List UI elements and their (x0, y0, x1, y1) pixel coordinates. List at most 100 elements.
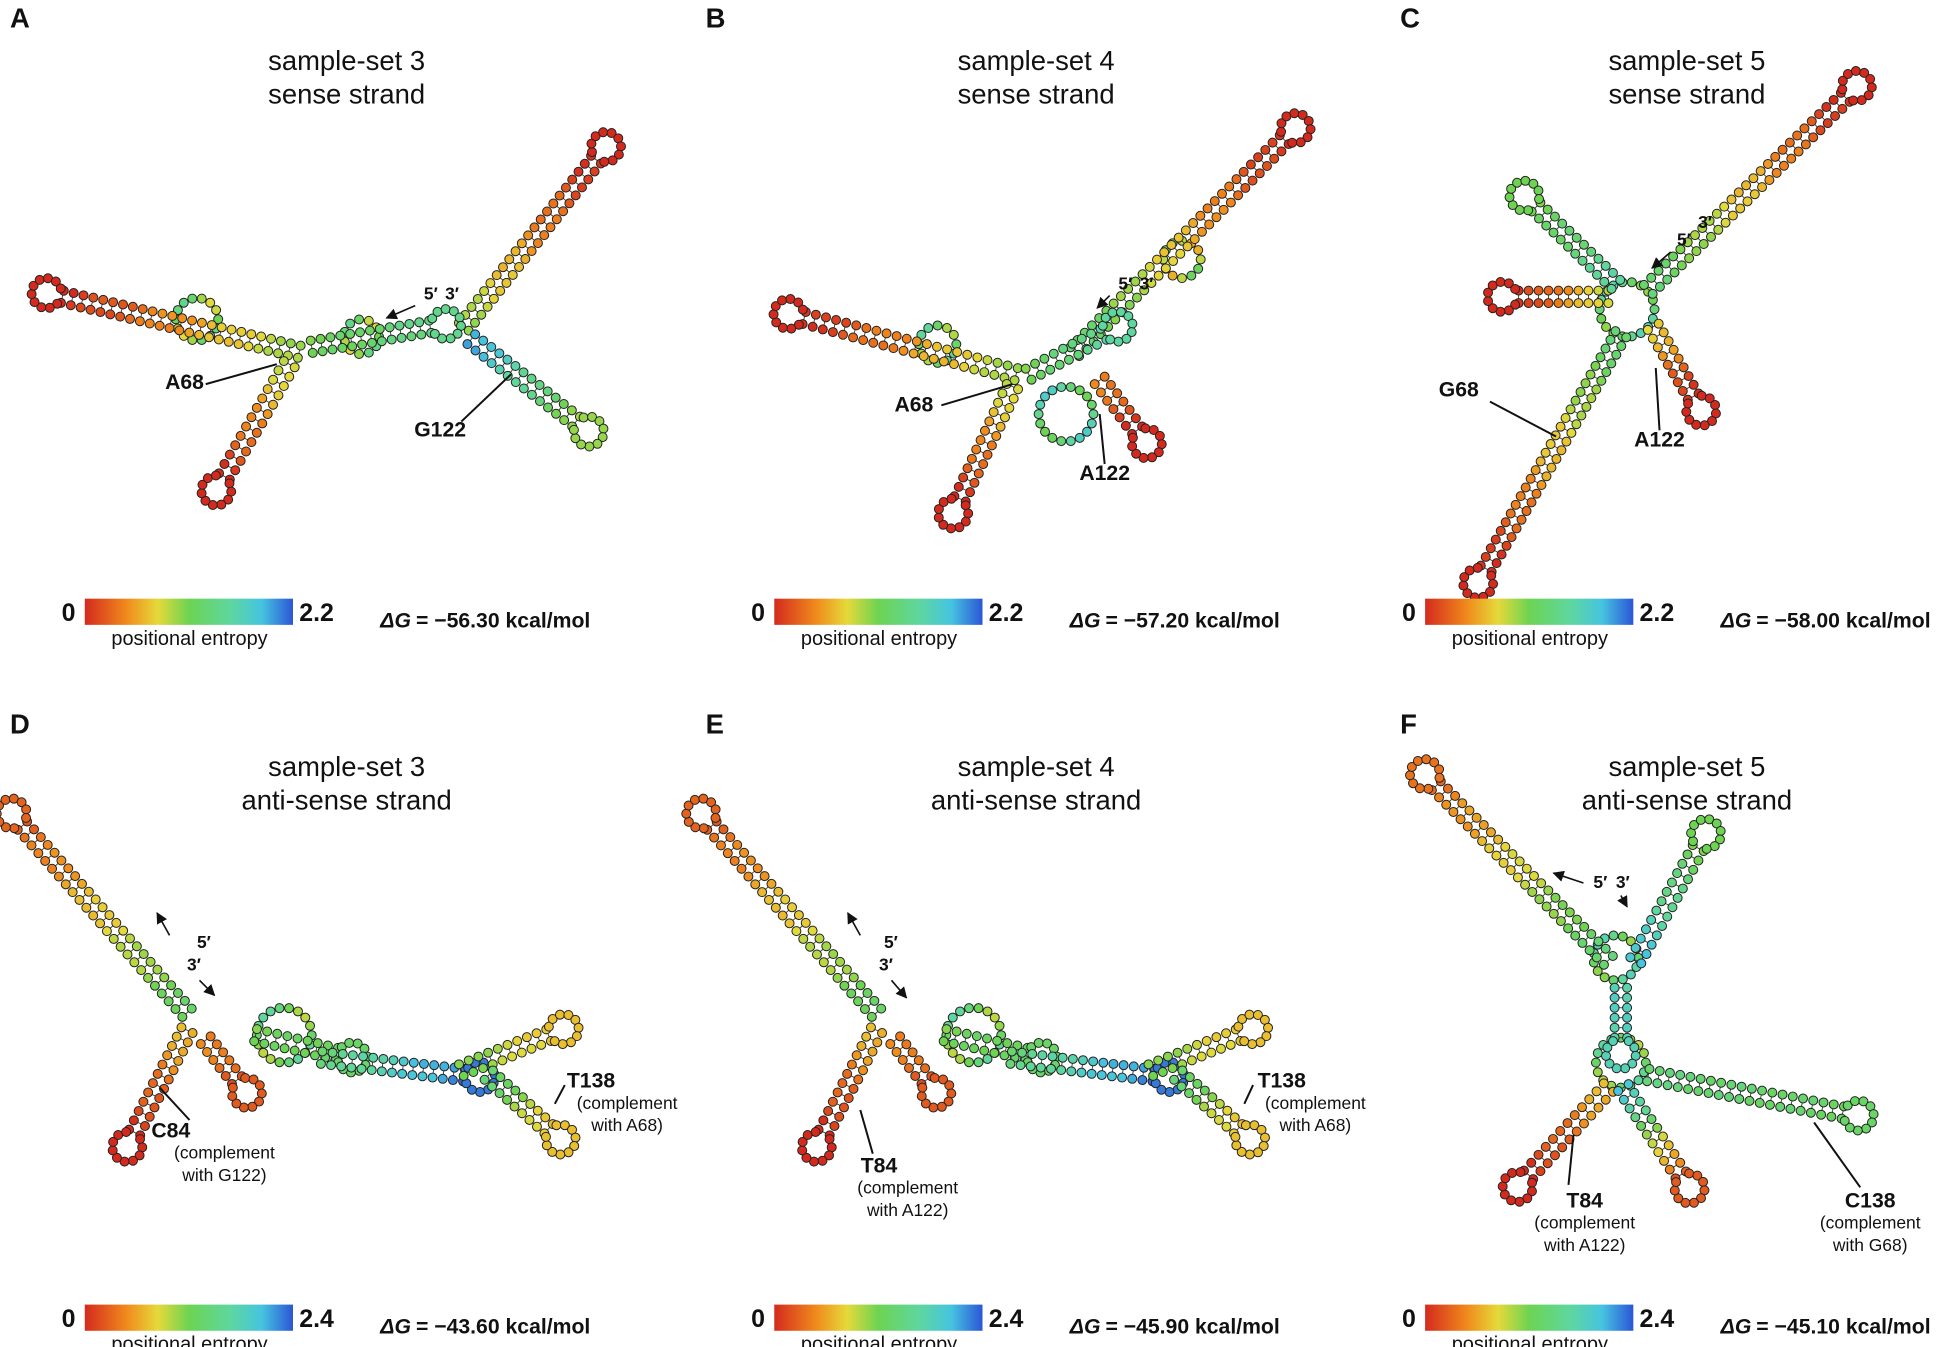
nucleotide (473, 1051, 484, 1062)
nucleotide (1849, 1096, 1860, 1107)
nucleotide (136, 965, 147, 976)
nucleotide (1156, 1084, 1167, 1095)
nucleotide (1755, 166, 1766, 177)
rna-structure (1458, 66, 1877, 603)
nucleotide (1584, 262, 1595, 273)
nucleotide (991, 431, 1002, 442)
nucleotide (745, 855, 756, 866)
nucleotide (549, 1036, 560, 1047)
nucleotide (1641, 949, 1652, 960)
nucleotide (1240, 182, 1251, 193)
annotation-note: (complement (174, 1143, 275, 1163)
nucleotide (354, 349, 365, 360)
nucleotide (1503, 278, 1514, 289)
nucleotide (238, 1102, 249, 1113)
nucleotide (166, 980, 177, 991)
nucleotide (326, 1060, 337, 1071)
nucleotide (814, 933, 825, 944)
nucleotide (1096, 1070, 1107, 1081)
nucleotide (966, 453, 977, 464)
nucleotide (1667, 368, 1678, 379)
nucleotide (851, 1050, 862, 1061)
nucleotide (1540, 447, 1551, 458)
nucleotide (1512, 177, 1523, 188)
nucleotide (1734, 1093, 1745, 1104)
nucleotide (932, 320, 943, 331)
panel-title: sample-set 3 (268, 751, 425, 782)
nucleotide (1128, 1061, 1139, 1072)
nucleotide (529, 222, 540, 233)
nucleotide (1662, 911, 1673, 922)
nucleotide (406, 331, 417, 342)
nucleotide (1557, 1142, 1568, 1153)
nucleotide (1553, 285, 1564, 296)
nucleotide (992, 357, 1003, 368)
nucleotide (1616, 341, 1627, 352)
nucleotide (1289, 108, 1300, 119)
nucleotide (1598, 959, 1609, 970)
nucleotide (1688, 1197, 1699, 1208)
nucleotide (862, 1055, 873, 1066)
nucleotide (1455, 814, 1466, 825)
nucleotide (938, 519, 949, 530)
nucleotide (1844, 1122, 1855, 1133)
nucleotide (127, 301, 138, 312)
nucleotide (134, 316, 145, 327)
nucleotide (344, 1037, 355, 1048)
nucleotide (145, 956, 156, 967)
nucleotide (1647, 288, 1658, 299)
nucleotide (1858, 1096, 1869, 1107)
nucleotide (1191, 1039, 1202, 1050)
nucleotide (1247, 175, 1258, 186)
nucleotide (1623, 1036, 1634, 1047)
nucleotide (1259, 1132, 1270, 1143)
nucleotide (1657, 351, 1668, 362)
nucleotide (1575, 386, 1586, 397)
nucleotide (1471, 812, 1482, 823)
nucleotide (1642, 1076, 1653, 1087)
nucleotide (1535, 456, 1546, 467)
nucleotide (698, 823, 709, 834)
nucleotide (1030, 358, 1041, 369)
nucleotide (355, 327, 366, 338)
nucleotide (568, 424, 579, 435)
nucleotide (710, 804, 721, 815)
nucleotide (60, 879, 71, 890)
nucleotide (841, 317, 852, 328)
nucleotide (787, 902, 798, 913)
nucleotide (1808, 1095, 1819, 1106)
nucleotide (1192, 1078, 1203, 1089)
nucleotide (1115, 307, 1126, 317)
nucleotide (231, 1098, 242, 1109)
nucleotide (144, 1111, 155, 1122)
nucleotide (507, 269, 518, 280)
nucleotide (1100, 312, 1111, 323)
nucleotide (1193, 245, 1204, 256)
nucleotide (1867, 1117, 1877, 1128)
nucleotide (1560, 413, 1571, 423)
nucleotide (1113, 336, 1124, 347)
nucleotide (821, 941, 832, 952)
delta-g-symbol: ΔG (1069, 1315, 1101, 1338)
colorbar-label: positional entropy (801, 1334, 957, 1347)
nucleotide (969, 1043, 980, 1054)
nucleotide (1450, 790, 1461, 801)
nucleotide (275, 336, 286, 347)
nucleotide (520, 254, 531, 265)
nucleotide (1598, 1078, 1609, 1089)
nucleotide (1592, 269, 1603, 280)
nucleotide (757, 887, 768, 898)
nucleotide (1157, 1067, 1168, 1078)
delta-g-symbol: ΔG (1720, 609, 1752, 632)
nucleotide (1088, 1056, 1099, 1067)
nucleotide (0, 822, 11, 833)
nucleotide (95, 307, 106, 318)
nucleotide (933, 512, 944, 523)
nucleotide (1199, 1085, 1210, 1096)
nucleotide (494, 364, 505, 375)
nucleotide (178, 297, 189, 308)
nucleotide (1002, 1038, 1013, 1049)
nucleotide (855, 980, 866, 991)
nucleotide (1107, 307, 1118, 318)
nucleotide (1653, 318, 1664, 329)
